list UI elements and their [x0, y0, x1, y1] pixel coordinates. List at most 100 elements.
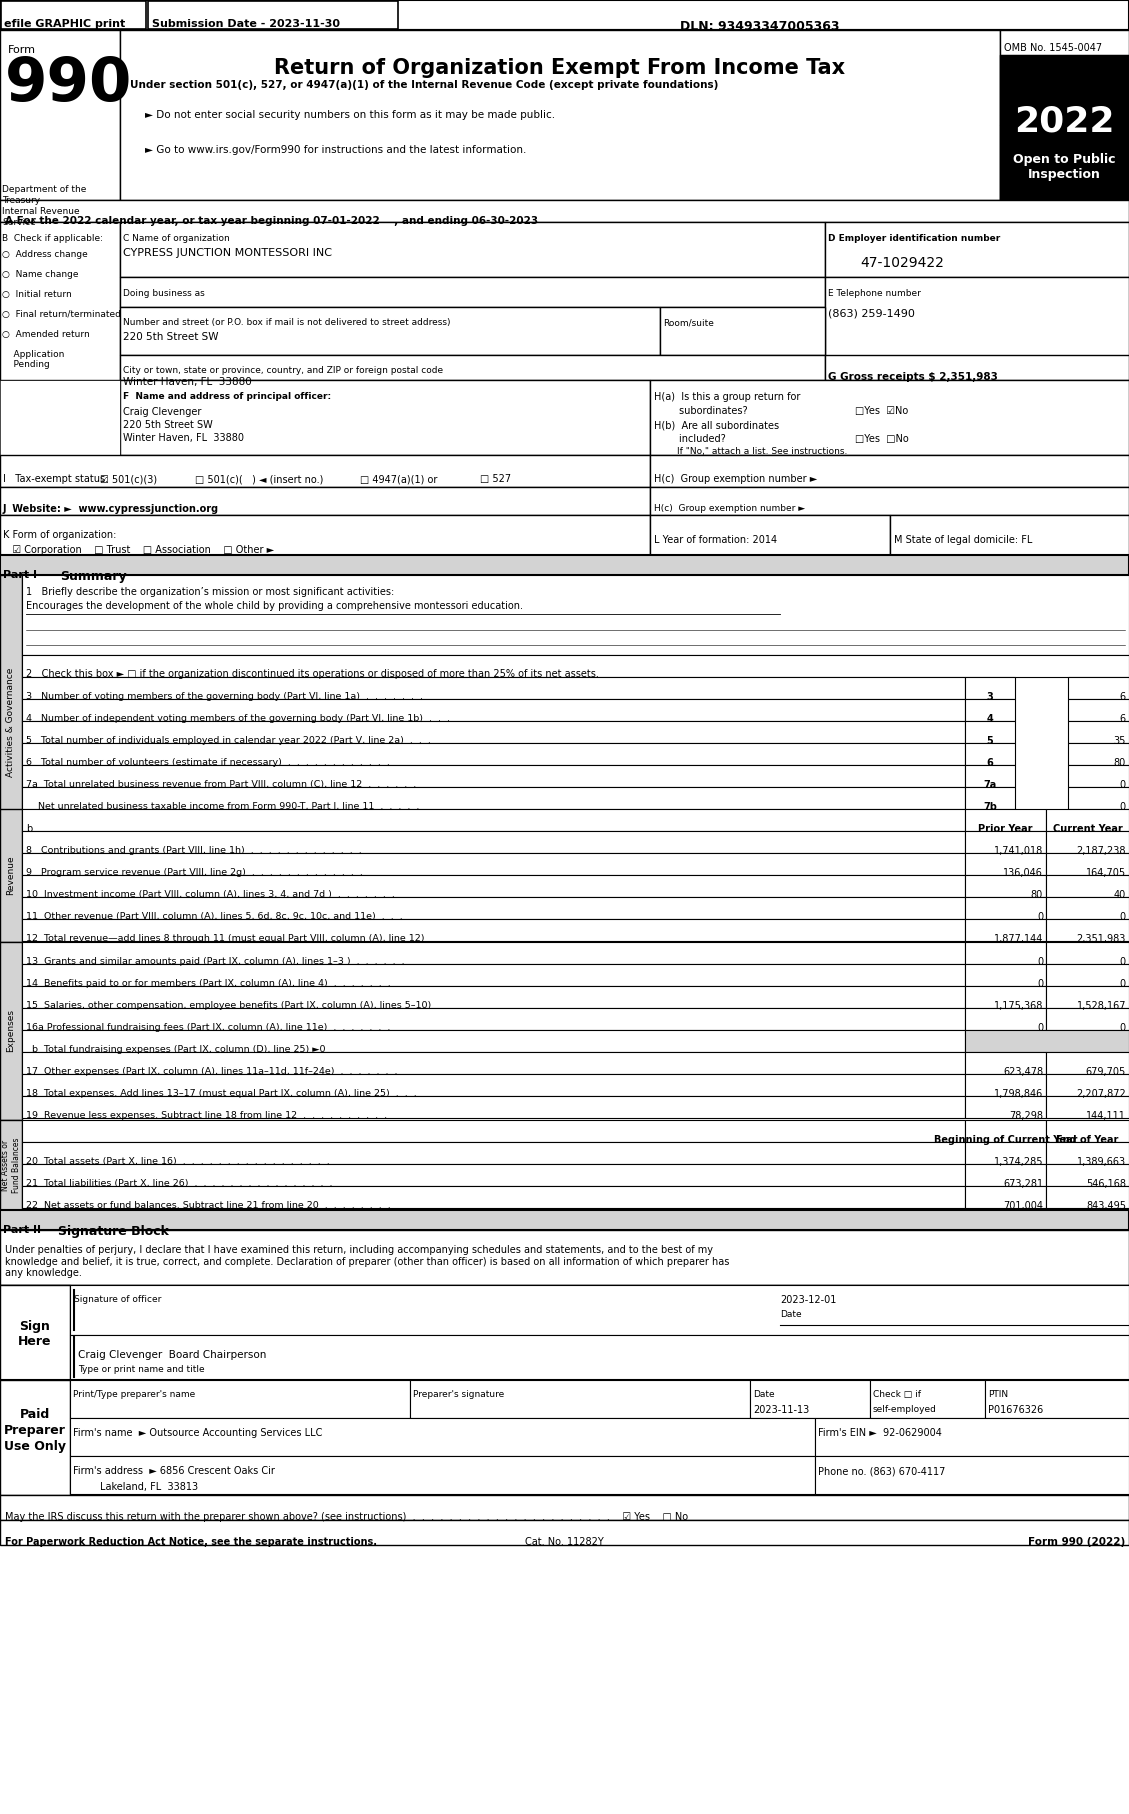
Text: CYPRESS JUNCTION MONTESSORI INC: CYPRESS JUNCTION MONTESSORI INC [123, 249, 332, 258]
Bar [0, 486, 650, 515]
Bar [21, 1143, 965, 1165]
Text: 220 5th Street SW: 220 5th Street SW [123, 421, 212, 430]
Bar [1045, 874, 1129, 896]
Text: Number and street (or P.O. box if mail is not delivered to street address): Number and street (or P.O. box if mail i… [123, 317, 450, 327]
Text: b: b [26, 824, 33, 834]
Bar [965, 853, 1045, 874]
Bar [0, 31, 120, 200]
Bar [120, 221, 825, 278]
Bar [21, 1186, 965, 1208]
Bar [650, 455, 1129, 486]
Bar [70, 1457, 815, 1495]
Text: 164,705: 164,705 [1086, 869, 1126, 878]
Text: Part I: Part I [3, 570, 37, 580]
Bar [70, 1419, 815, 1457]
Text: 4: 4 [987, 715, 994, 724]
Bar [965, 1074, 1045, 1096]
Bar [815, 1419, 1129, 1457]
Bar [1045, 1119, 1129, 1143]
Text: 2023-11-13: 2023-11-13 [753, 1406, 809, 1415]
Text: E Telephone number: E Telephone number [828, 288, 921, 297]
Bar [0, 1284, 70, 1380]
Bar [965, 809, 1045, 831]
Bar [21, 853, 965, 874]
Text: Return of Organization Exempt From Income Tax: Return of Organization Exempt From Incom… [274, 58, 846, 78]
Text: 0: 0 [1036, 1023, 1043, 1032]
Bar [0, 221, 120, 379]
Text: 40: 40 [1113, 891, 1126, 900]
Text: F  Name and address of principal officer:: F Name and address of principal officer: [123, 392, 331, 401]
Bar [1000, 54, 1129, 125]
Bar [984, 1380, 1129, 1419]
Text: 3: 3 [987, 691, 994, 702]
Bar [650, 515, 890, 555]
Bar [965, 766, 1015, 787]
Bar [825, 278, 1129, 379]
Text: Room/suite: Room/suite [663, 317, 714, 327]
Text: Department of the: Department of the [2, 185, 87, 194]
Bar [0, 1380, 1129, 1495]
Bar [965, 677, 1015, 698]
Bar [1045, 853, 1129, 874]
Text: 0: 0 [1120, 802, 1126, 813]
Bar [21, 920, 965, 941]
Text: May the IRS discuss this return with the preparer shown above? (see instructions: May the IRS discuss this return with the… [5, 1513, 688, 1522]
Bar [0, 1520, 1129, 1546]
Text: 1,528,167: 1,528,167 [1076, 1001, 1126, 1010]
Text: 1,389,663: 1,389,663 [1077, 1157, 1126, 1166]
Text: Service: Service [2, 218, 36, 227]
Text: 0: 0 [1036, 912, 1043, 922]
Text: 0: 0 [1120, 1023, 1126, 1032]
Bar [1045, 1009, 1129, 1030]
Text: 144,111: 144,111 [1086, 1110, 1126, 1121]
Text: 2,207,872: 2,207,872 [1076, 1088, 1126, 1099]
Text: □Yes  □No: □Yes □No [855, 434, 909, 444]
Text: subordinates?: subordinates? [654, 406, 747, 415]
Bar [1045, 809, 1129, 831]
Text: 80: 80 [1113, 758, 1126, 767]
Text: B  Check if applicable:: B Check if applicable: [2, 234, 103, 243]
Text: Lakeland, FL  33813: Lakeland, FL 33813 [100, 1482, 198, 1491]
Text: □ 501(c)(   ) ◄ (insert no.): □ 501(c)( ) ◄ (insert no.) [195, 473, 323, 484]
Bar [21, 941, 965, 963]
Text: □ 4947(a)(1) or: □ 4947(a)(1) or [360, 473, 437, 484]
Bar [1068, 744, 1129, 766]
Text: 1,175,368: 1,175,368 [994, 1001, 1043, 1010]
Text: For Paperwork Reduction Act Notice, see the separate instructions.: For Paperwork Reduction Act Notice, see … [5, 1536, 377, 1547]
Text: □Yes  ☑No: □Yes ☑No [855, 406, 908, 415]
Bar [410, 1380, 750, 1419]
Bar [0, 1210, 1129, 1230]
Text: Form 990 (2022): Form 990 (2022) [1027, 1536, 1124, 1547]
Text: Beginning of Current Year: Beginning of Current Year [934, 1136, 1077, 1145]
Text: 2,351,983: 2,351,983 [1077, 934, 1126, 943]
Text: included?: included? [654, 434, 726, 444]
Bar [965, 720, 1015, 744]
Text: Under section 501(c), 527, or 4947(a)(1) of the Internal Revenue Code (except pr: Under section 501(c), 527, or 4947(a)(1)… [130, 80, 718, 91]
Text: ☑ Corporation    □ Trust    □ Association    □ Other ►: ☑ Corporation □ Trust □ Association □ Ot… [3, 544, 274, 555]
Text: 0: 0 [1120, 912, 1126, 922]
Text: H(a)  Is this a group return for: H(a) Is this a group return for [654, 392, 800, 403]
Bar [0, 200, 1129, 221]
Bar [965, 1030, 1129, 1052]
Bar [120, 379, 650, 455]
Text: Prior Year: Prior Year [978, 824, 1033, 834]
Text: ○  Address change: ○ Address change [2, 250, 88, 259]
Text: Preparer: Preparer [5, 1424, 65, 1437]
Bar [70, 1335, 1129, 1380]
Text: 78,298: 78,298 [1009, 1110, 1043, 1121]
Text: Check □ if: Check □ if [873, 1390, 921, 1399]
Text: Summary: Summary [60, 570, 126, 582]
Text: (863) 259-1490: (863) 259-1490 [828, 308, 914, 317]
Bar [1000, 31, 1129, 200]
Bar [21, 1009, 965, 1030]
Text: Date: Date [780, 1310, 802, 1319]
Text: L Year of formation: 2014: L Year of formation: 2014 [654, 535, 777, 544]
Bar [965, 963, 1045, 987]
Bar [21, 1119, 965, 1143]
Bar [1045, 920, 1129, 941]
Bar [21, 831, 965, 853]
Bar [0, 31, 1129, 200]
Text: Winter Haven, FL  33880: Winter Haven, FL 33880 [123, 377, 252, 386]
Bar [890, 515, 1129, 555]
Bar [1045, 1096, 1129, 1117]
